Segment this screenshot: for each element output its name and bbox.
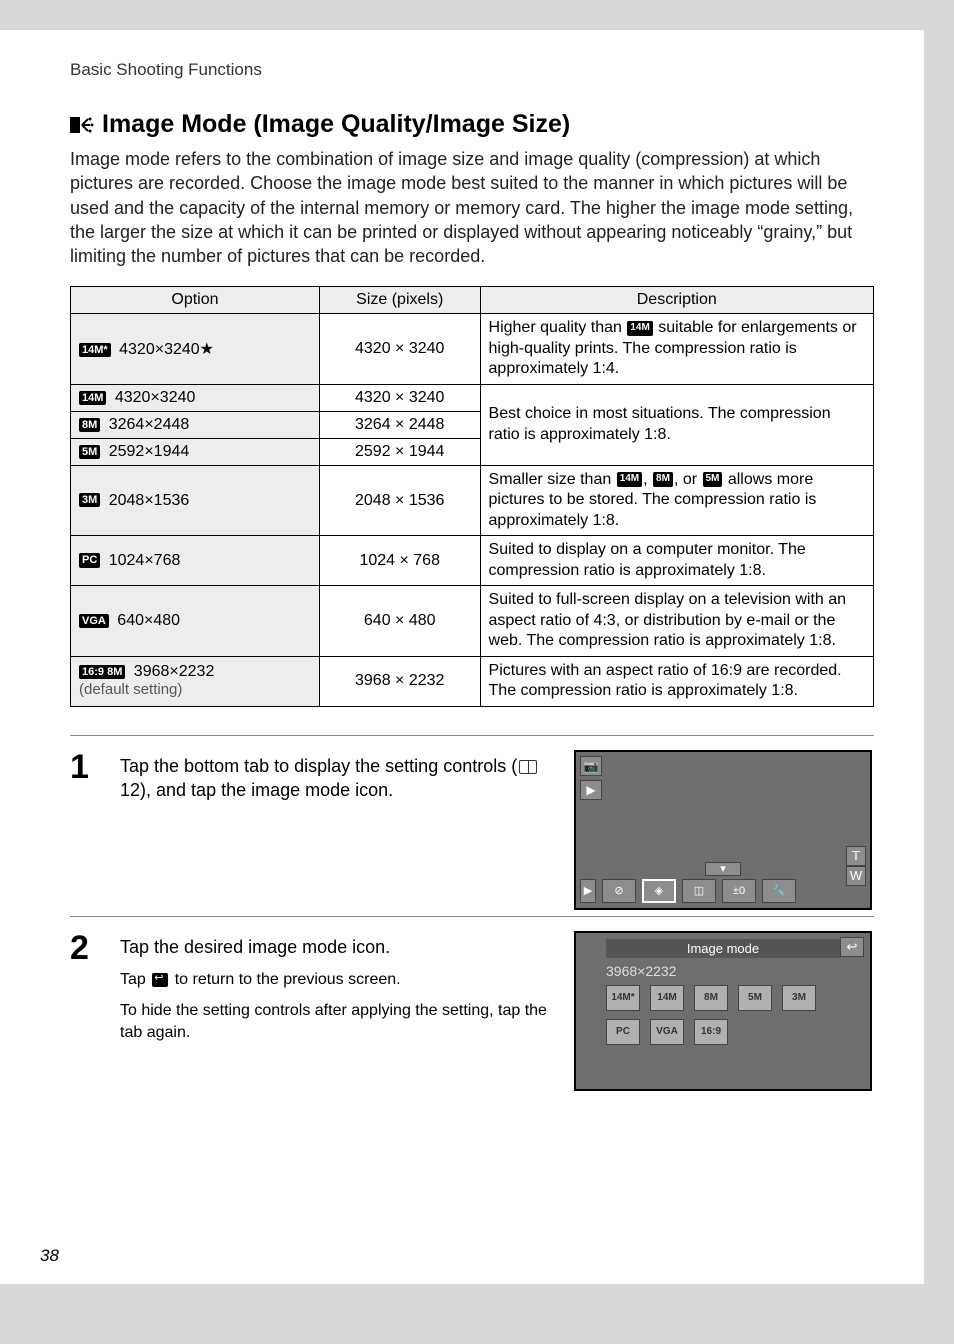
back-icon — [152, 973, 168, 987]
step-number: 2 — [70, 931, 100, 1091]
image-mode-icon — [70, 115, 94, 135]
step-text: Tap the bottom tab to display the settin… — [120, 750, 554, 910]
col-option: Option — [71, 287, 320, 314]
table-row: 3M 2048×1536 — [71, 465, 320, 535]
options-table: Option Size (pixels) Description 14M* 43… — [70, 286, 874, 706]
step-figure: Image mode ↩ 3968×2232 14M* 14M 8M 5M 3M PC V… — [574, 931, 874, 1091]
step-text: Tap the desired image mode icon. Tap to … — [120, 931, 554, 1091]
manual-ref-icon — [519, 760, 537, 774]
mode-icon[interactable]: ▶ — [580, 780, 602, 800]
badge-icon: PC — [79, 553, 100, 567]
expand-tab[interactable]: ▾ — [705, 862, 741, 876]
zoom-t[interactable]: T — [846, 846, 866, 866]
badge-icon: 5M — [703, 472, 723, 487]
image-mode-option[interactable]: 3M — [782, 985, 816, 1011]
page-number: 38 — [40, 1246, 59, 1266]
table-row: PC 1024×768 — [71, 536, 320, 586]
size-cell: 3968 × 2232 — [319, 656, 480, 706]
toolbar-icon[interactable]: ±0 — [722, 879, 756, 903]
table-row: VGA 640×480 — [71, 586, 320, 656]
size-cell: 1024 × 768 — [319, 536, 480, 586]
table-row: 8M 3264×2448 — [71, 411, 320, 438]
section-title-text: Image Mode (Image Quality/Image Size) — [102, 110, 570, 139]
image-mode-option[interactable]: 14M — [650, 985, 684, 1011]
toolbar-icon[interactable]: ◫ — [682, 879, 716, 903]
breadcrumb: Basic Shooting Functions — [70, 60, 874, 80]
size-cell: 4320 × 3240 — [319, 384, 480, 411]
image-mode-option[interactable]: PC — [606, 1019, 640, 1045]
section-title: Image Mode (Image Quality/Image Size) — [70, 110, 874, 139]
badge-icon: 14M — [617, 472, 642, 487]
step-1: 1 Tap the bottom tab to display the sett… — [70, 735, 874, 910]
desc-cell: Smaller size than 14M, 8M, or 5M allows … — [480, 465, 873, 535]
step-figure: 📷▶ TW ▾ ▶⊘◈◫±0🔧 — [574, 750, 874, 910]
size-cell: 4320 × 3240 — [319, 314, 480, 384]
col-size: Size (pixels) — [319, 287, 480, 314]
table-row: 16:9 8M 3968×2232(default setting) — [71, 656, 320, 706]
badge-icon: 16:9 8M — [79, 665, 125, 679]
badge-icon: 3M — [79, 493, 100, 507]
step-sub: Tap to return to the previous screen. — [120, 969, 554, 991]
size-cell: 3264 × 2448 — [319, 411, 480, 438]
camera-screen: 📷▶ TW ▾ ▶⊘◈◫±0🔧 — [574, 750, 872, 910]
toolbar-icon[interactable]: 🔧 — [762, 879, 796, 903]
image-mode-option[interactable]: VGA — [650, 1019, 684, 1045]
badge-icon: 8M — [653, 472, 673, 487]
toolbar-icon[interactable]: ▶ — [580, 879, 596, 903]
image-mode-option[interactable]: 14M* — [606, 985, 640, 1011]
table-row: 5M 2592×1944 — [71, 438, 320, 465]
page: Basic Shooting Functions Image Mode (Ima… — [0, 30, 924, 1284]
badge-icon: 8M — [79, 418, 100, 432]
step-2: 2 Tap the desired image mode icon. Tap t… — [70, 916, 874, 1091]
size-cell: 640 × 480 — [319, 586, 480, 656]
toolbar-icon[interactable]: ◈ — [642, 879, 676, 903]
badge-icon: 14M — [79, 391, 106, 405]
toolbar-icon[interactable]: ⊘ — [602, 879, 636, 903]
desc-cell: Suited to full-screen display on a telev… — [480, 586, 873, 656]
desc-cell: Pictures with an aspect ratio of 16:9 ar… — [480, 656, 873, 706]
badge-icon: VGA — [79, 614, 109, 628]
image-mode-option[interactable]: 8M — [694, 985, 728, 1011]
desc-cell: Higher quality than 14M suitable for enl… — [480, 314, 873, 384]
badge-icon: 14M — [627, 321, 652, 336]
table-row: 14M* 4320×3240★ — [71, 314, 320, 384]
size-cell: 2592 × 1944 — [319, 438, 480, 465]
desc-cell: Best choice in most situations. The comp… — [480, 384, 873, 465]
col-desc: Description — [480, 287, 873, 314]
step-number: 1 — [70, 750, 100, 910]
step-sub: To hide the setting controls after apply… — [120, 1000, 554, 1043]
table-row: 14M 4320×3240 — [71, 384, 320, 411]
back-button[interactable]: ↩ — [840, 937, 864, 957]
image-mode-option[interactable]: 5M — [738, 985, 772, 1011]
desc-cell: Suited to display on a computer monitor.… — [480, 536, 873, 586]
size-cell: 2048 × 1536 — [319, 465, 480, 535]
section-body: Image mode refers to the combination of … — [70, 147, 874, 268]
badge-icon: 5M — [79, 445, 100, 459]
screen-title: Image mode — [606, 939, 840, 958]
mode-icon[interactable]: 📷 — [580, 756, 602, 776]
badge-icon: 14M* — [79, 343, 111, 357]
image-mode-screen: Image mode ↩ 3968×2232 14M* 14M 8M 5M 3M PC V… — [574, 931, 872, 1091]
current-mode: 3968×2232 — [606, 963, 676, 979]
image-mode-option[interactable]: 16:9 — [694, 1019, 728, 1045]
